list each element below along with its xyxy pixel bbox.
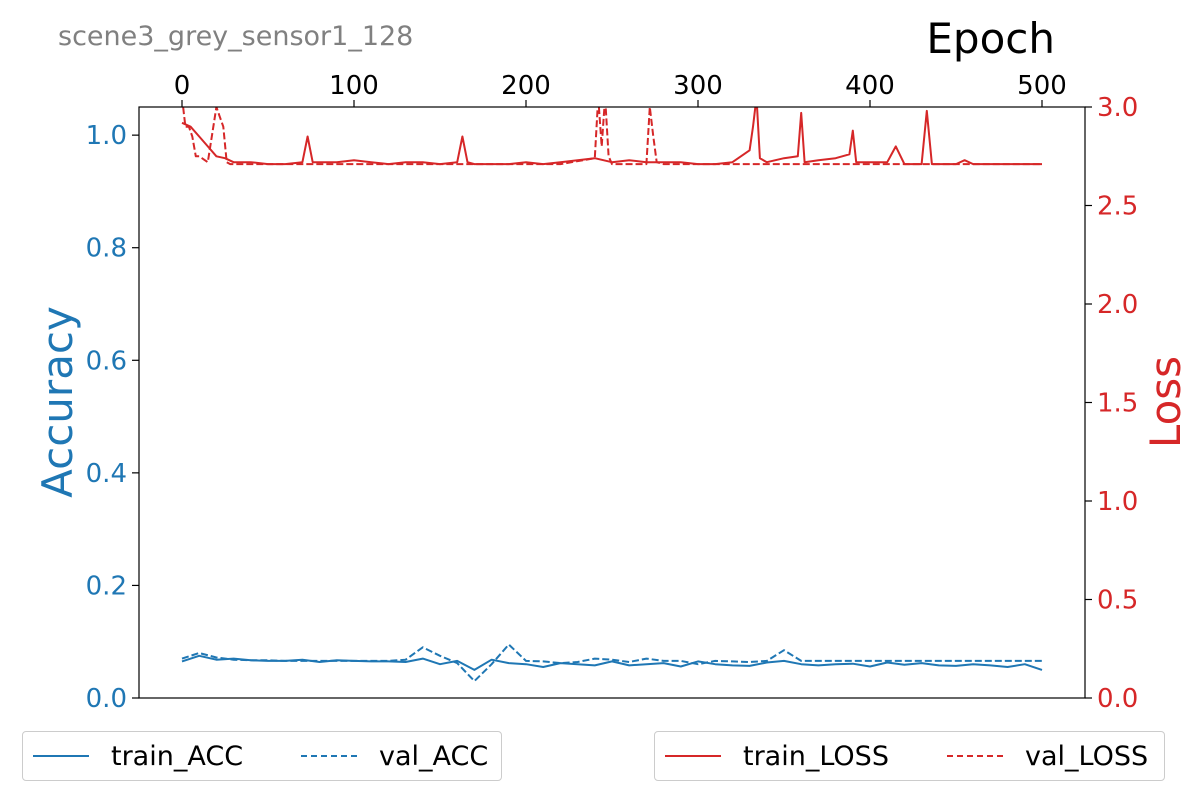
legend-entry-train-loss: train_LOSS <box>665 732 889 780</box>
y-right-tick-label-3-0: 3.0 <box>1097 93 1138 123</box>
legend-label-val-acc: val_ACC <box>379 740 489 772</box>
x-tick-label-200: 200 <box>501 71 551 101</box>
y-left-tick-label-0-8: 0.8 <box>86 234 127 264</box>
y-right-tick-label-1-5: 1.5 <box>1097 389 1138 419</box>
legend-acc: train_ACC val_ACC <box>22 731 502 781</box>
y-right-tick-label-2-5: 2.5 <box>1097 192 1138 222</box>
x-tick-label-500: 500 <box>1017 71 1067 101</box>
legend-label-val-loss: val_LOSS <box>1025 740 1149 772</box>
x-tick-label-300: 300 <box>673 71 723 101</box>
y-left-tick-label-0-4: 0.4 <box>86 459 127 489</box>
y-left-tick-label-1-0: 1.0 <box>86 121 127 151</box>
series-line-train-acc <box>181 654 1043 671</box>
chart-title: scene3_grey_sensor1_128 <box>58 21 413 52</box>
y-left-axis-label: Accuracy <box>33 306 82 498</box>
y-left-tick-label-0-0: 0.0 <box>86 684 127 714</box>
y-right-tick-label-0-5: 0.5 <box>1097 586 1138 616</box>
y-left-tick-label-0-6: 0.6 <box>86 346 127 376</box>
y-right-tick-label-2-0: 2.0 <box>1097 290 1138 320</box>
plot-frame <box>138 106 1086 699</box>
legend-label-train-acc: train_ACC <box>111 740 244 772</box>
legend-entry-val-acc: val_ACC <box>301 732 488 780</box>
x-tick-label-0: 0 <box>174 71 191 101</box>
y-right-axis-label: Loss <box>1141 356 1190 448</box>
legend-loss: train_LOSS val_LOSS <box>654 731 1165 781</box>
legend-entry-val-loss: val_LOSS <box>947 732 1148 780</box>
legend-swatch-val-loss <box>947 755 1003 757</box>
series-line-val-acc <box>181 643 1042 683</box>
y-left-tick-label-0-2: 0.2 <box>86 571 127 601</box>
legend-swatch-train-loss <box>665 755 721 757</box>
y-right-tick-label-1-0: 1.0 <box>1097 487 1138 517</box>
x-tick-label-100: 100 <box>329 71 379 101</box>
legend-swatch-train-acc <box>33 755 89 757</box>
legend-label-train-loss: train_LOSS <box>743 740 889 772</box>
y-right-tick-label-0-0: 0.0 <box>1097 684 1138 714</box>
series-line-val-loss <box>182 107 1042 166</box>
legend-entry-train-acc: train_ACC <box>33 732 243 780</box>
x-axis-label: Epoch <box>926 14 1055 63</box>
legend-swatch-val-acc <box>301 755 357 757</box>
x-tick-label-400: 400 <box>845 71 895 101</box>
